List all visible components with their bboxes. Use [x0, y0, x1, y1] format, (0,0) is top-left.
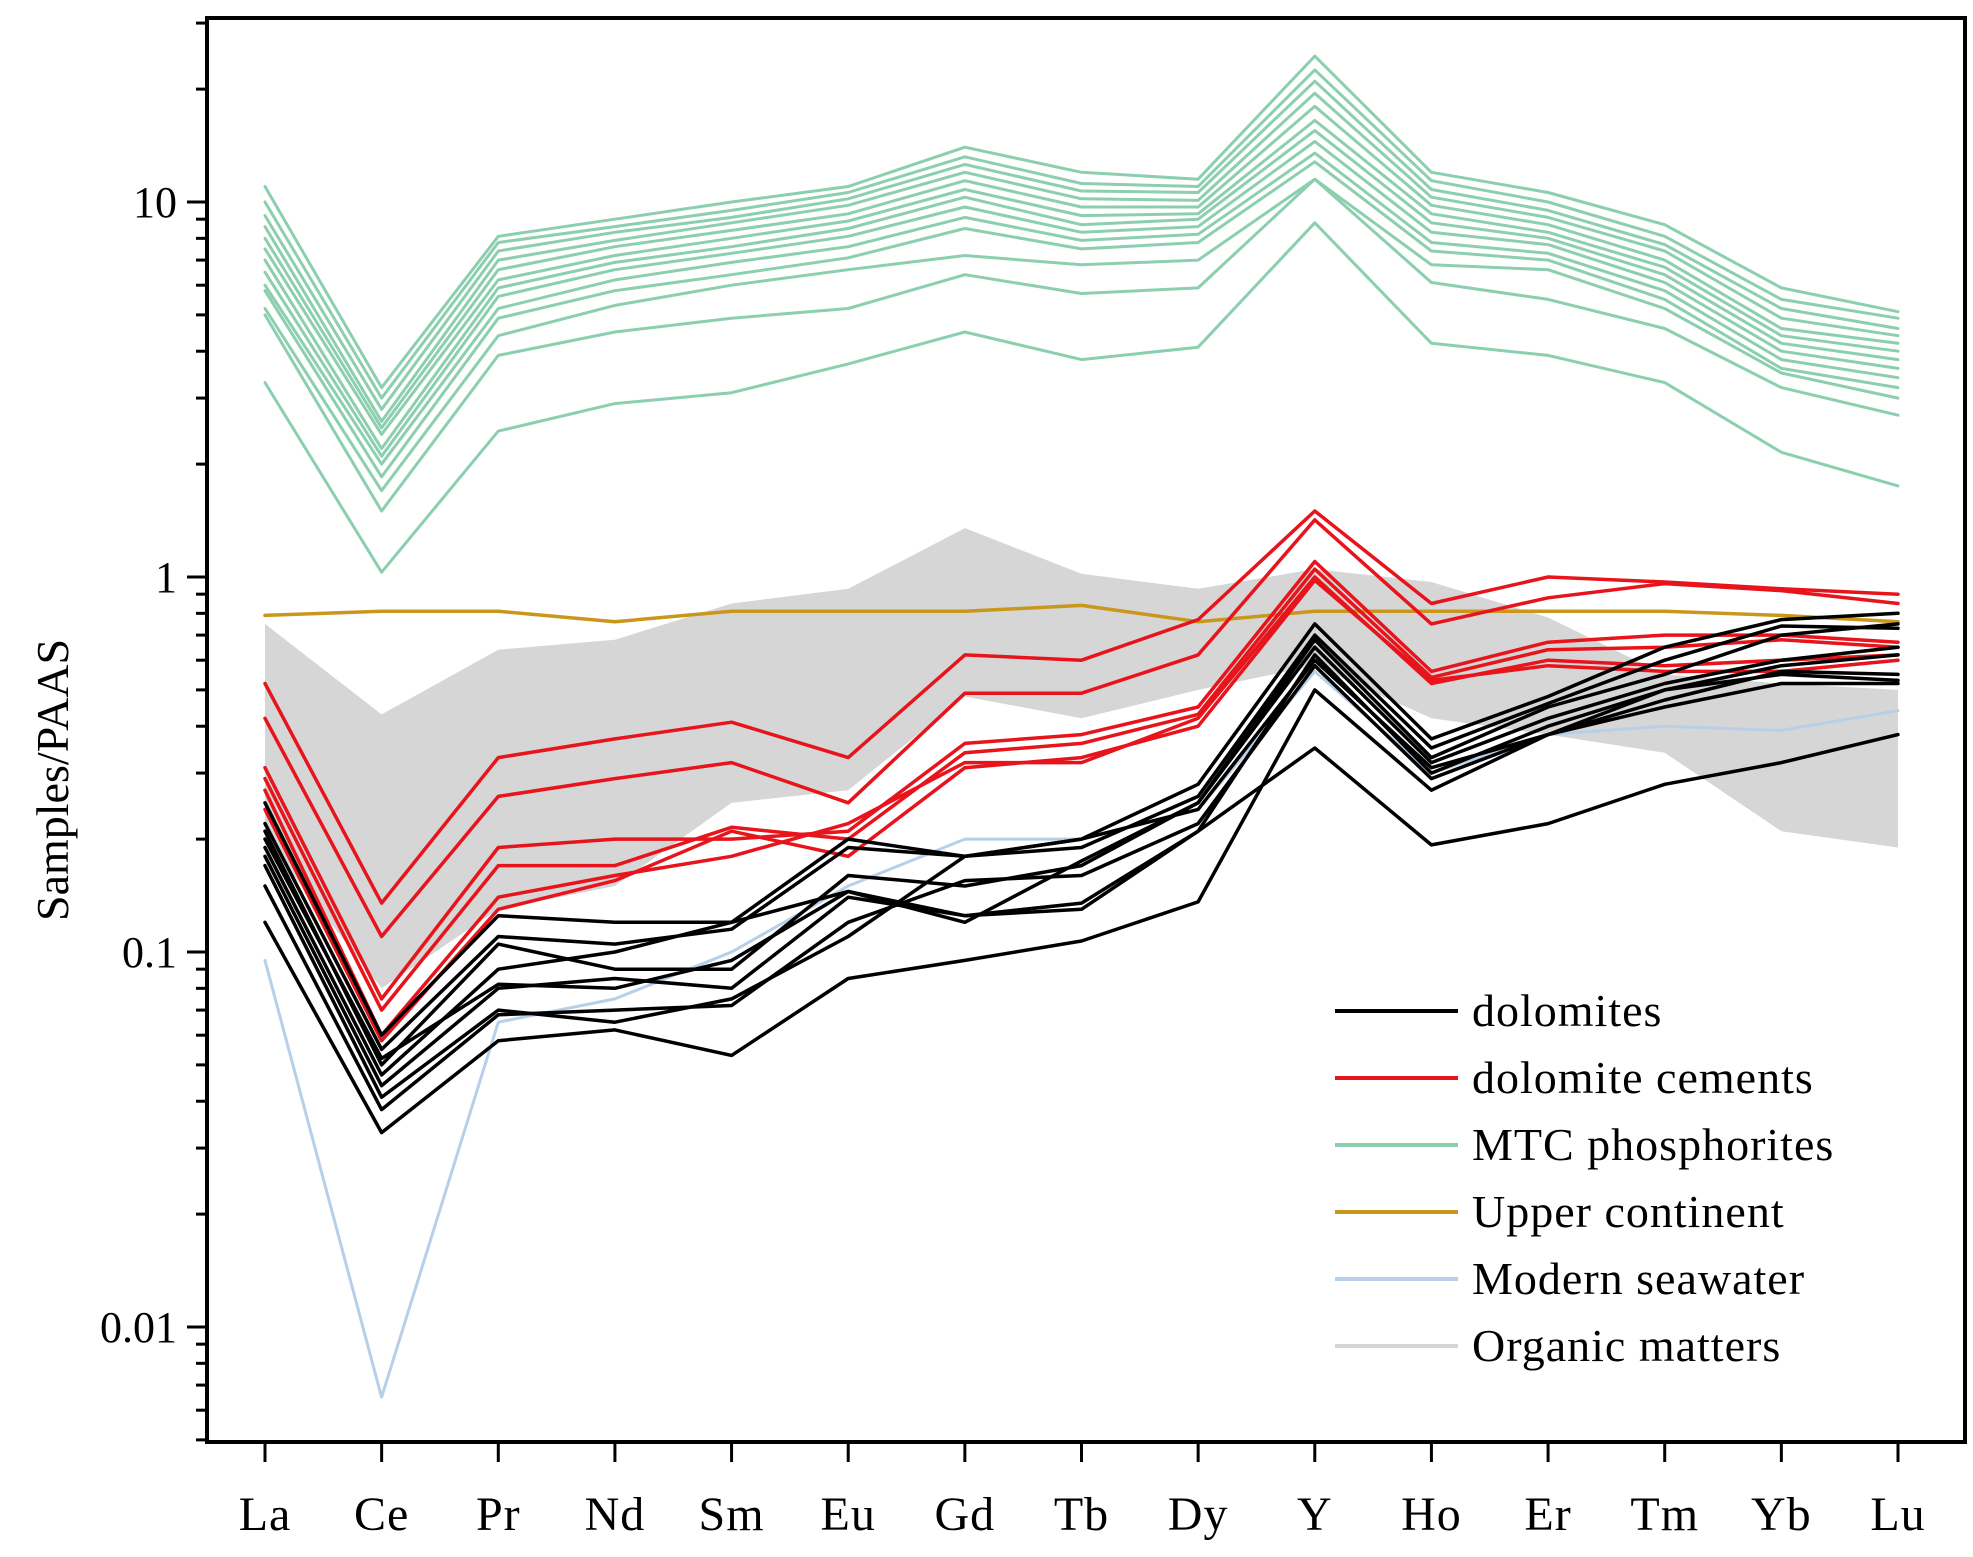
series-line-dolomites-27: [263, 663, 1900, 1112]
series-line-dolomites-29: [263, 732, 1900, 1061]
series-line-dolomites-28: [263, 672, 1900, 1135]
x-tick-label-nd: Nd: [585, 1488, 646, 1541]
series-line-mtc-phosphorites-14: [263, 221, 1900, 574]
y-tick-label: 10: [133, 178, 177, 227]
axis-layer: 0.01 0.1 1 10 La Ce Pr Nd Sm Eu Gd Tb Dy Y Ho Er Tm Yb Lu: [100, 16, 1967, 1541]
series-line-dolomite-cements-18: [263, 567, 1900, 1012]
series-line-mtc-phosphorites-13: [263, 177, 1900, 513]
series-line-dolomites-24: [263, 645, 1900, 1077]
series-line-mtc-phosphorites-7: [263, 118, 1900, 436]
x-tick-label-y: Y: [1297, 1488, 1333, 1541]
legend-label-dolomites: dolomites: [1472, 985, 1662, 1036]
legend-label-upper-continent: Upper continent: [1472, 1186, 1785, 1237]
series-line-mtc-phosphorites-4: [263, 79, 1900, 411]
series-line-mtc-phosphorites-8: [263, 129, 1900, 451]
organic-matters-band: [265, 528, 1898, 989]
series-line-mtc-phosphorites-12: [263, 177, 1900, 493]
plot-frame: [205, 16, 1967, 1444]
series-line-dolomite-cements-17: [263, 559, 1900, 1001]
series-line-upper-continent-1: [263, 603, 1900, 624]
x-tick-label-tb: Tb: [1054, 1488, 1109, 1541]
series-line-mtc-phosphorites-9: [263, 140, 1900, 458]
x-tick-label-pr: Pr: [476, 1488, 521, 1541]
x-tick-label-ho: Ho: [1401, 1488, 1462, 1541]
series-line-dolomites-23: [263, 622, 1900, 1067]
series-line-dolomite-cements-20: [263, 578, 1900, 1043]
y-axis-label: Samples/PAAS: [27, 639, 78, 921]
series-line-mtc-phosphorites-6: [263, 104, 1900, 430]
y-tick-label: 1: [155, 553, 177, 602]
legend: dolomites dolomite cements MTC phosphorite…: [1335, 985, 1834, 1371]
band-layer: [265, 528, 1898, 989]
legend-label-organic-matters: Organic matters: [1472, 1320, 1781, 1371]
x-tick-label-gd: Gd: [935, 1488, 996, 1541]
legend-label-dolomite-cements: dolomite cements: [1472, 1052, 1814, 1103]
x-tick-label-ce: Ce: [354, 1488, 409, 1541]
series-line-dolomites-22: [263, 624, 1900, 1052]
x-tick-label-lu: Lu: [1870, 1488, 1925, 1541]
series-line-mtc-phosphorites-2: [263, 54, 1900, 390]
series-line-mtc-phosphorites-3: [263, 68, 1900, 400]
x-tick-label-tm: Tm: [1630, 1488, 1699, 1541]
series-line-dolomite-cements-15: [263, 509, 1900, 905]
x-tick-label-er: Er: [1524, 1488, 1571, 1541]
series-line-dolomite-cements-16: [263, 518, 1900, 939]
series-layer: [263, 54, 1900, 1399]
series-line-mtc-phosphorites-10: [263, 151, 1900, 466]
legend-label-mtc-phosphorites: MTC phosphorites: [1472, 1119, 1834, 1170]
x-tick-label-yb: Yb: [1751, 1488, 1812, 1541]
series-line-mtc-phosphorites-5: [263, 91, 1900, 423]
y-tick-label: 0.01: [100, 1303, 177, 1352]
x-tick-label-la: La: [239, 1488, 292, 1541]
x-tick-label-sm: Sm: [699, 1488, 765, 1541]
x-tick-label-eu: Eu: [821, 1488, 876, 1541]
legend-label-modern-seawater: Modern seawater: [1472, 1253, 1805, 1304]
x-tick-label-dy: Dy: [1168, 1488, 1229, 1541]
y-tick-label: 0.1: [122, 928, 177, 977]
series-line-mtc-phosphorites-11: [263, 160, 1900, 479]
